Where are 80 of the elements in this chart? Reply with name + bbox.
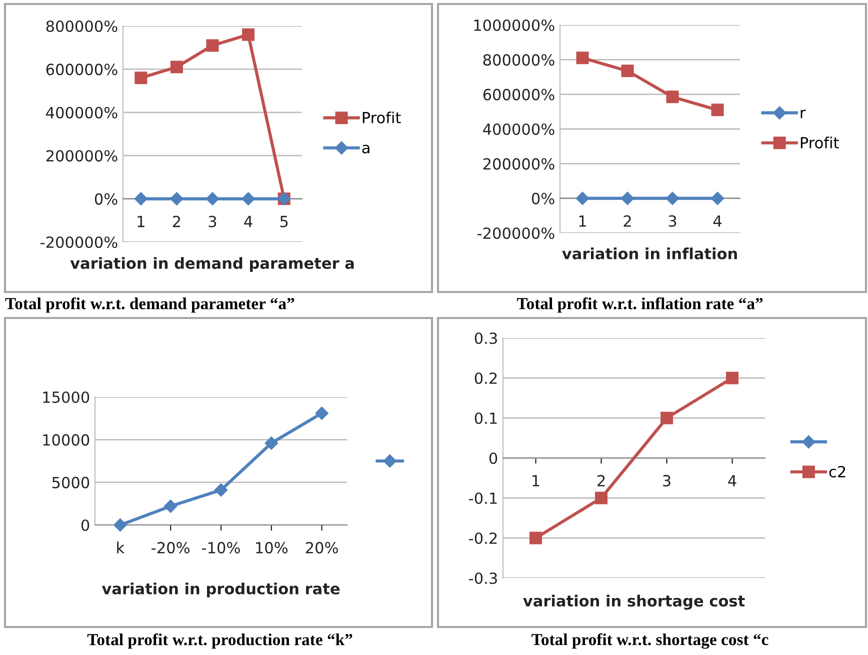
x-tick-label: 4 [244,216,252,228]
x-tick-label: 3 [208,216,216,228]
text: Total profit w.r.t. shortage cost “c [532,633,768,649]
point [134,192,148,206]
y-tick-label: -200000% [478,227,554,240]
text: Total profit w.r.t. demand parameter “a” [5,297,294,313]
x-axis-title: variation in demand parameter a [70,257,354,272]
point [660,412,673,424]
point [170,60,183,74]
x-tick-label: -20% [152,542,190,554]
point [264,436,278,450]
x-tick-label: 5 [280,216,288,228]
legend-label: Profit [800,136,839,148]
legend-label: r [800,110,806,118]
x-axis-title: variation in shortage cost [523,594,745,610]
point [666,192,680,205]
point [620,192,634,205]
point [576,52,589,64]
y-tick-label: -200000% [40,236,118,248]
y-tick-label: 15000 [43,391,90,404]
y-tick-label: 0% [532,192,554,204]
x-tick-label: 20% [306,542,338,554]
text: Total profit w.r.t. production rate “k” [87,633,352,649]
y-tick-label: 200000% [483,158,554,170]
text: Total profit w.r.t. inflation rate “a” [516,297,763,313]
y-tick-label: 1000000% [474,19,554,32]
x-tick-label: 4 [713,215,722,227]
x-tick-label: 1 [532,475,540,486]
y-tick-label: 0.3 [474,332,497,344]
x-tick-label: 3 [663,474,670,486]
y-tick-label: 400000% [483,123,554,136]
point [164,500,178,513]
x-tick-label: k [117,542,125,554]
point [134,72,148,84]
y-tick-label: -0.1 [469,492,497,504]
point [315,406,328,420]
y-tick-label: 10000 [43,434,90,446]
point [621,64,634,78]
point [711,104,724,116]
x-tick-label: 4 [728,475,736,486]
point [206,192,220,206]
legend-label: c2 [829,466,846,478]
y-tick-label: 800000% [46,20,118,32]
x-tick-label: 2 [172,216,180,228]
y-tick-label: 0.2 [474,372,497,384]
point [710,192,724,205]
y-tick-label: 0 [81,519,90,532]
y-tick-label: -0.2 [469,532,497,544]
point [242,28,255,41]
x-tick-label: 2 [598,474,605,486]
x-axis-title: variation in inflation [562,248,737,260]
point [666,90,679,104]
y-tick-label: 0.1 [474,412,497,424]
point [576,192,590,205]
point [242,192,255,206]
point [170,192,184,206]
x-tick-label: 1 [138,216,144,228]
x-tick-label: 10% [256,542,288,554]
point [206,39,219,52]
legend-label: Profit [362,112,401,124]
legend-label: a [362,144,370,154]
point [114,518,127,532]
x-tick-label: -10% [202,542,240,554]
x-axis-title: variation in production rate [102,582,340,598]
y-tick-label: 5000 [52,476,90,488]
x-tick-label: 1 [579,215,586,227]
x-tick-label: 2 [624,215,631,227]
x-tick-label: 3 [668,215,676,227]
y-tick-label: 0% [94,193,118,205]
point [726,372,738,384]
y-tick-label: 800000% [483,54,554,66]
y-tick-label: 400000% [46,106,118,118]
point [530,532,542,544]
point [214,483,228,497]
point [595,492,608,504]
y-tick-label: 600000% [483,88,554,100]
y-tick-label: 600000% [46,64,118,76]
y-tick-label: -0.3 [469,572,497,584]
y-tick-label: 0 [489,452,498,464]
y-tick-label: 200000% [46,150,118,162]
